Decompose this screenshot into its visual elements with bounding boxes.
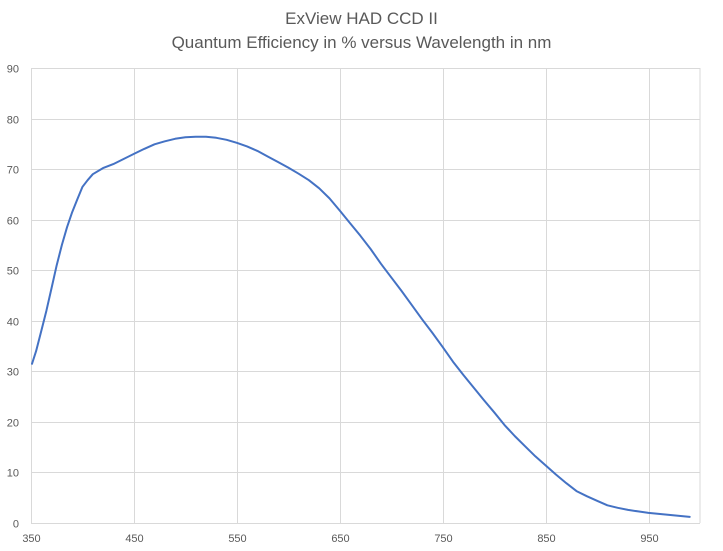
y-tick-label: 90 — [7, 64, 19, 76]
x-tick-label: 850 — [537, 533, 555, 545]
y-tick-label: 60 — [7, 216, 19, 228]
chart-subtitle: Quantum Efficiency in % versus Wavelengt… — [171, 33, 552, 52]
axis-layer: 0 10 20 30 40 50 60 70 80 90 350 450 550 650 750 850 950 — [7, 64, 659, 546]
chart-title: ExView HAD CCD II — [285, 9, 438, 28]
y-tick-label: 0 — [13, 519, 19, 531]
series-layer — [31, 135, 691, 518]
x-tick-label: 550 — [228, 533, 246, 545]
y-tick-label: 50 — [7, 266, 19, 278]
y-tick-label: 20 — [7, 418, 19, 430]
grid-layer — [31, 68, 701, 524]
x-tick-label: 650 — [331, 533, 349, 545]
x-tick-label: 350 — [22, 533, 40, 545]
y-tick-label: 40 — [7, 317, 19, 329]
series-line — [31, 135, 691, 518]
y-tick-label: 30 — [7, 367, 19, 379]
y-tick-label: 10 — [7, 468, 19, 480]
y-tick-label: 80 — [7, 115, 19, 127]
x-tick-label: 750 — [434, 533, 452, 545]
y-tick-label: 70 — [7, 165, 19, 177]
x-tick-label: 950 — [640, 533, 658, 545]
x-tick-label: 450 — [125, 533, 143, 545]
